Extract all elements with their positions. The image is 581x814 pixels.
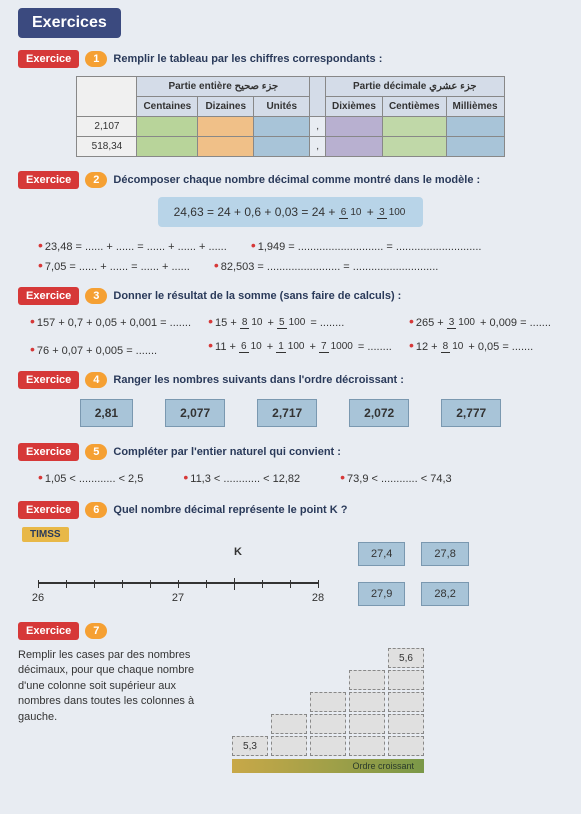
exercise-text: Quel nombre décimal représente le point … [113,504,347,516]
exercise-4-header: Exercice 4 Ranger les nombres suivants d… [18,371,563,389]
exercise-number: 6 [85,502,107,518]
exercise-text: Ranger les nombres suivants dans l'ordre… [113,374,404,386]
exercise-label: Exercice [18,50,79,68]
exercise-6-header: Exercice 6 Quel nombre décimal représent… [18,501,563,519]
row-label: 518,34 [77,137,137,157]
staircase-grid: 5,3 5,6 [232,648,424,756]
table-row: 2,107, [77,117,504,137]
exercise-2-header: Exercice 2 Décomposer chaque nombre déci… [18,171,563,189]
order-arrow: Ordre croissant [232,759,424,773]
option: 27,4 [358,542,405,566]
exercise-text: Donner le résultat de la somme (sans fai… [113,290,401,302]
exercise-3-header: Exercice 3 Donner le résultat de la somm… [18,287,563,305]
option: 27,8 [421,542,468,566]
decompose-line: •7,05 = ...... + ...... = ...... + .....… [38,257,543,273]
col-milliemes: Millièmes [446,97,504,117]
exercise-number: 2 [85,172,107,188]
col-unites: Unités [254,97,310,117]
number-box: 2,077 [165,399,225,427]
int-part-header: Partie entière جزء صحيح [137,77,310,97]
col-centiemes: Centièmes [382,97,446,117]
model-formula: 24,63 = 24 + 0,6 + 0,03 = 24 + 610 + 310… [158,197,424,227]
exercise-text: Remplir le tableau par les chiffres corr… [113,53,382,65]
exercise-label: Exercice [18,371,79,389]
exercise-7-text: Remplir les cases par des nombres décima… [18,648,218,725]
exercise-1-header: Exercice 1 Remplir le tableau par les ch… [18,50,563,68]
exercise-label: Exercice [18,501,79,519]
exercise-5-header: Exercice 5 Compléter par l'entier nature… [18,443,563,461]
exercise-text: Décomposer chaque nombre décimal comme m… [113,174,480,186]
col-dixiemes: Dixièmes [326,97,383,117]
row-label: 2,107 [77,117,137,137]
exercise-number: 1 [85,51,107,67]
option: 27,9 [358,582,405,606]
number-box: 2,777 [441,399,501,427]
exercise-number: 7 [85,623,107,639]
col-centaines: Centaines [137,97,198,117]
number-box: 2,717 [257,399,317,427]
place-value-table: Partie entière جزء صحيح Partie décimale ج… [76,76,504,157]
sum-problems: •157 + 0,7 + 0,05 + 0,001 = ....... •76 … [30,313,551,357]
col-dizaines: Dizaines [198,97,254,117]
exercise-label: Exercice [18,443,79,461]
page-header: Exercices [18,8,121,38]
exercise-number: 4 [85,372,107,388]
exercise-text: Compléter par l'entier naturel qui convi… [113,446,341,458]
exercise-label: Exercice [18,622,79,640]
dec-part-header: Partie décimale جزء عشري [326,77,505,97]
number-box: 2,81 [80,399,133,427]
number-box: 2,072 [349,399,409,427]
timss-badge: TIMSS [22,527,69,542]
fill-row: •1,05 < ............ < 2,5 •11,3 < .....… [38,469,543,485]
answer-options: 27,4 27,8 27,9 28,2 [358,542,498,606]
exercise-number: 5 [85,444,107,460]
exercise-number: 3 [85,288,107,304]
option: 28,2 [421,582,468,606]
number-boxes: 2,81 2,077 2,717 2,072 2,777 [18,399,563,427]
table-row: 518,34, [77,137,504,157]
exercise-label: Exercice [18,287,79,305]
number-line: K 26 27 28 [38,564,318,584]
decompose-line: •23,48 = ...... + ...... = ...... + ....… [38,237,543,253]
exercise-label: Exercice [18,171,79,189]
exercise-7-header: Exercice 7 [18,622,563,640]
